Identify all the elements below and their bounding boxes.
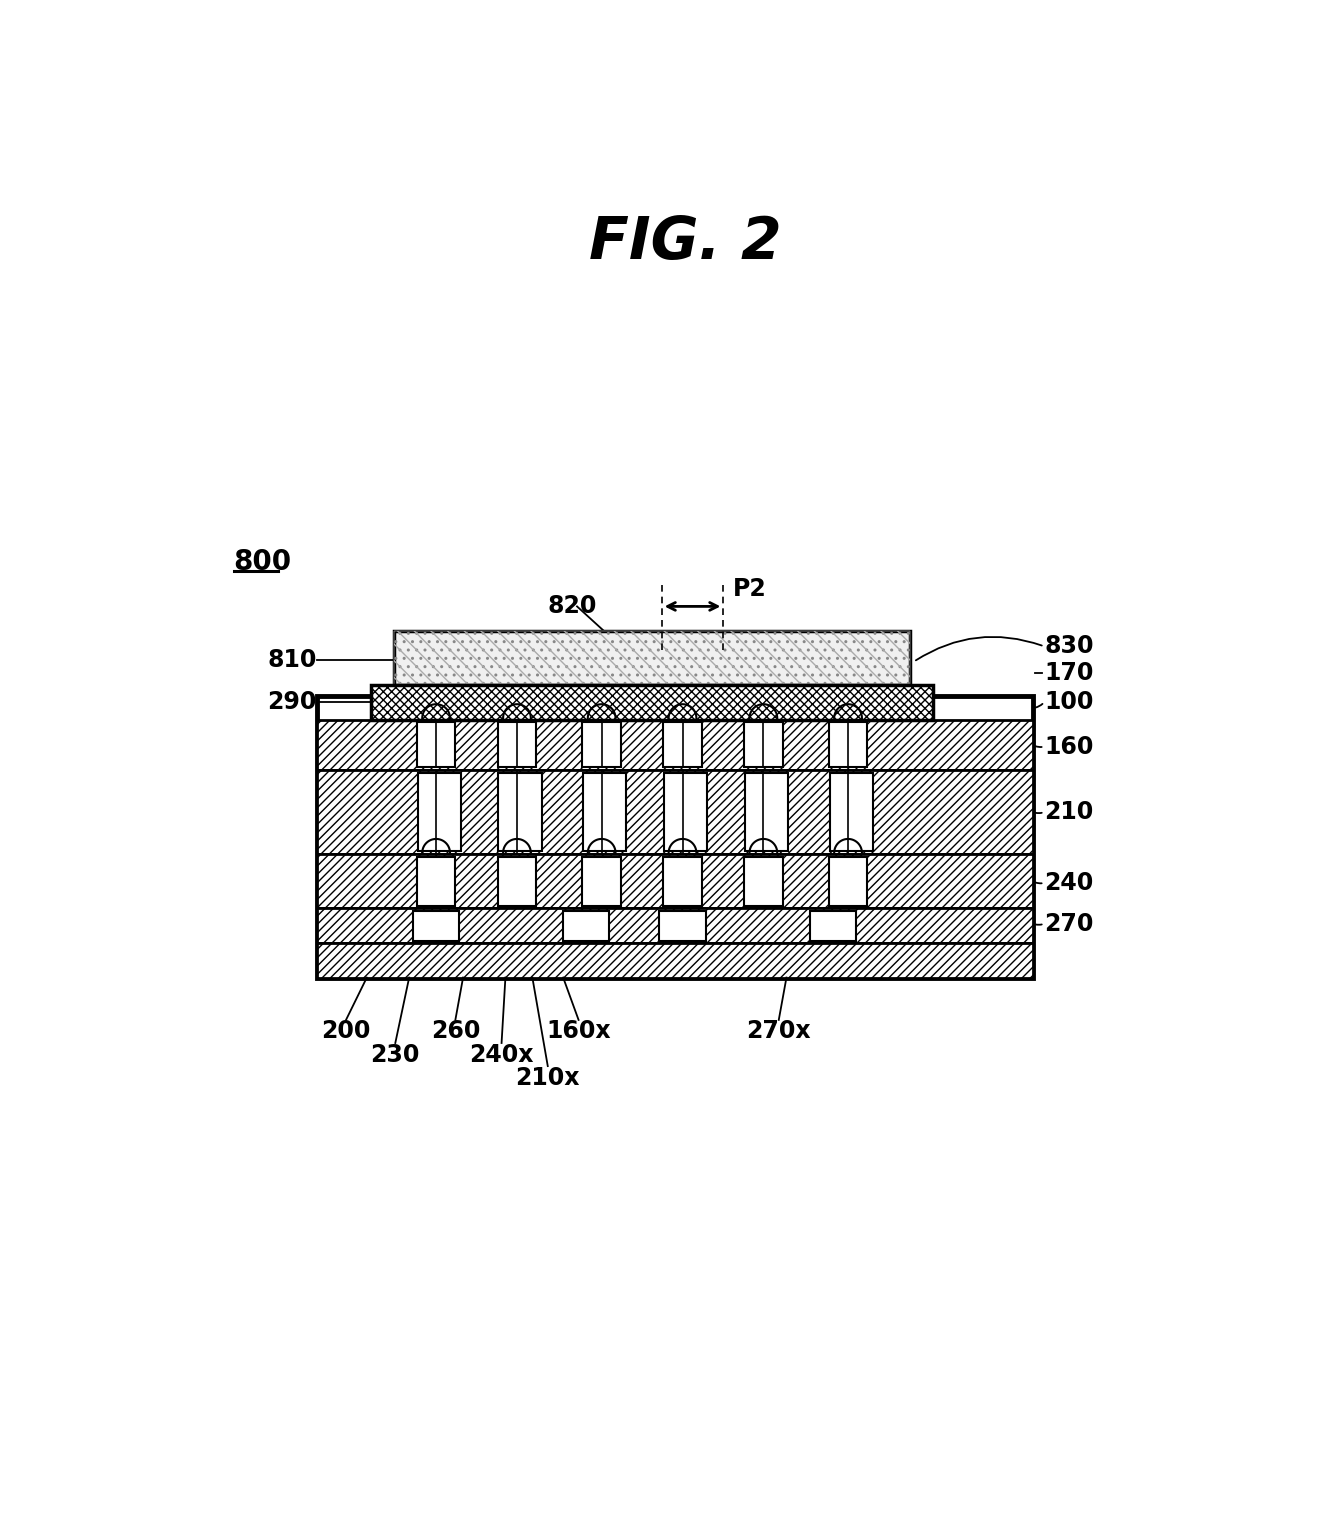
Text: 830: 830	[1044, 635, 1094, 658]
Text: 160: 160	[1044, 735, 1094, 759]
Bar	[417, 856, 456, 905]
Bar	[497, 722, 536, 767]
Text: 100: 100	[1044, 690, 1094, 713]
Bar	[317, 908, 1034, 942]
Bar	[583, 722, 620, 767]
Bar	[829, 722, 868, 767]
Bar	[370, 686, 933, 719]
Text: 260: 260	[431, 1019, 480, 1044]
Bar	[394, 632, 909, 686]
Bar	[317, 719, 1034, 770]
Text: 270x: 270x	[746, 1019, 812, 1044]
Bar	[497, 856, 536, 905]
Text: 800: 800	[234, 547, 291, 576]
Bar	[317, 908, 1034, 942]
Bar	[394, 632, 909, 686]
Bar	[745, 773, 787, 851]
Bar	[317, 719, 1034, 770]
Text: 810: 810	[267, 649, 317, 672]
Bar	[413, 910, 459, 941]
Bar	[745, 722, 782, 767]
Bar	[370, 686, 933, 719]
Text: 290: 290	[267, 690, 317, 713]
Bar	[659, 910, 706, 941]
Bar	[663, 856, 702, 905]
Bar	[317, 942, 1034, 978]
Bar	[745, 856, 782, 905]
Bar	[317, 696, 1034, 978]
Text: FIG. 2: FIG. 2	[588, 214, 781, 271]
Text: P2: P2	[733, 578, 766, 601]
Bar	[317, 942, 1034, 978]
Bar	[563, 910, 610, 941]
Text: 210x: 210x	[516, 1065, 580, 1090]
Bar	[829, 856, 868, 905]
Text: 270: 270	[1044, 911, 1094, 936]
Bar	[664, 773, 707, 851]
Text: 210: 210	[1044, 799, 1094, 824]
Text: 820: 820	[548, 595, 598, 618]
Bar	[663, 722, 702, 767]
Text: 230: 230	[370, 1042, 420, 1067]
Bar	[317, 770, 1034, 855]
Bar	[499, 773, 541, 851]
Bar	[317, 855, 1034, 908]
Bar	[583, 773, 626, 851]
Bar	[417, 722, 456, 767]
Text: 200: 200	[321, 1019, 370, 1044]
Text: 240x: 240x	[469, 1042, 533, 1067]
Bar	[829, 773, 873, 851]
Bar	[394, 632, 909, 686]
Bar	[417, 773, 461, 851]
Bar	[317, 855, 1034, 908]
Bar	[810, 910, 856, 941]
Text: 240: 240	[1044, 871, 1094, 895]
Bar	[317, 770, 1034, 855]
Bar	[583, 856, 620, 905]
Text: 170: 170	[1044, 661, 1094, 686]
Text: 160x: 160x	[547, 1019, 611, 1044]
